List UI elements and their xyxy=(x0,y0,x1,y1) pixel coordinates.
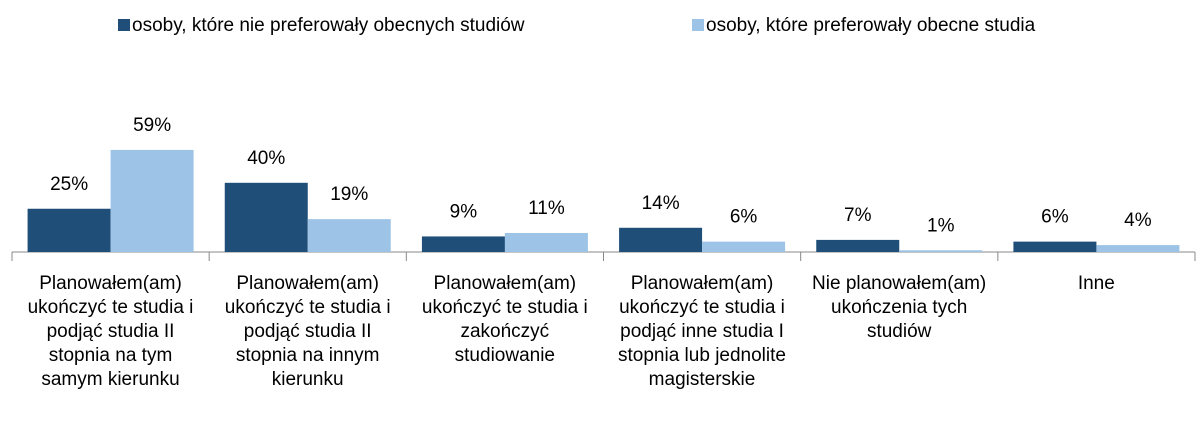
data-label: 6% xyxy=(730,207,758,228)
data-label: 4% xyxy=(1124,210,1152,231)
data-label: 19% xyxy=(330,184,368,205)
bar xyxy=(899,250,983,252)
data-label: 7% xyxy=(844,205,872,226)
data-label: 14% xyxy=(642,193,680,214)
data-label: 25% xyxy=(50,174,88,195)
bar xyxy=(1013,241,1097,252)
bar xyxy=(110,149,194,252)
bar xyxy=(307,219,391,252)
bar xyxy=(619,227,703,252)
bar xyxy=(27,208,111,252)
data-label: 9% xyxy=(450,201,478,222)
x-tick-label: Planowałem(am) ukończyć te studia i podj… xyxy=(224,273,391,390)
bar xyxy=(1096,245,1180,252)
x-tick-label: Inne xyxy=(1077,273,1115,294)
bar xyxy=(224,182,308,252)
data-label: 11% xyxy=(528,198,565,219)
legend-label: osoby, które nie preferowały obecnych st… xyxy=(132,15,525,36)
x-tick-label: Planowałem(am) ukończyć te studia i podj… xyxy=(618,273,786,390)
legend-swatch xyxy=(692,19,704,31)
x-tick-label: Nie planowałem(am) ukończenia tych studi… xyxy=(812,273,987,342)
bar xyxy=(421,236,505,252)
data-label: 59% xyxy=(133,115,171,136)
bar xyxy=(816,239,900,252)
x-tick-label: Planowałem(am) ukończyć te studia i zako… xyxy=(421,273,588,366)
data-label: 1% xyxy=(927,215,955,236)
bar xyxy=(702,241,786,252)
data-label: 6% xyxy=(1041,207,1069,228)
x-tick-label: Planowałem(am) ukończyć te studia i podj… xyxy=(27,273,194,390)
bar xyxy=(504,232,588,252)
data-label: 40% xyxy=(247,148,285,169)
legend-swatch xyxy=(118,19,130,31)
legend-label: osoby, które preferowały obecne studia xyxy=(706,15,1036,36)
